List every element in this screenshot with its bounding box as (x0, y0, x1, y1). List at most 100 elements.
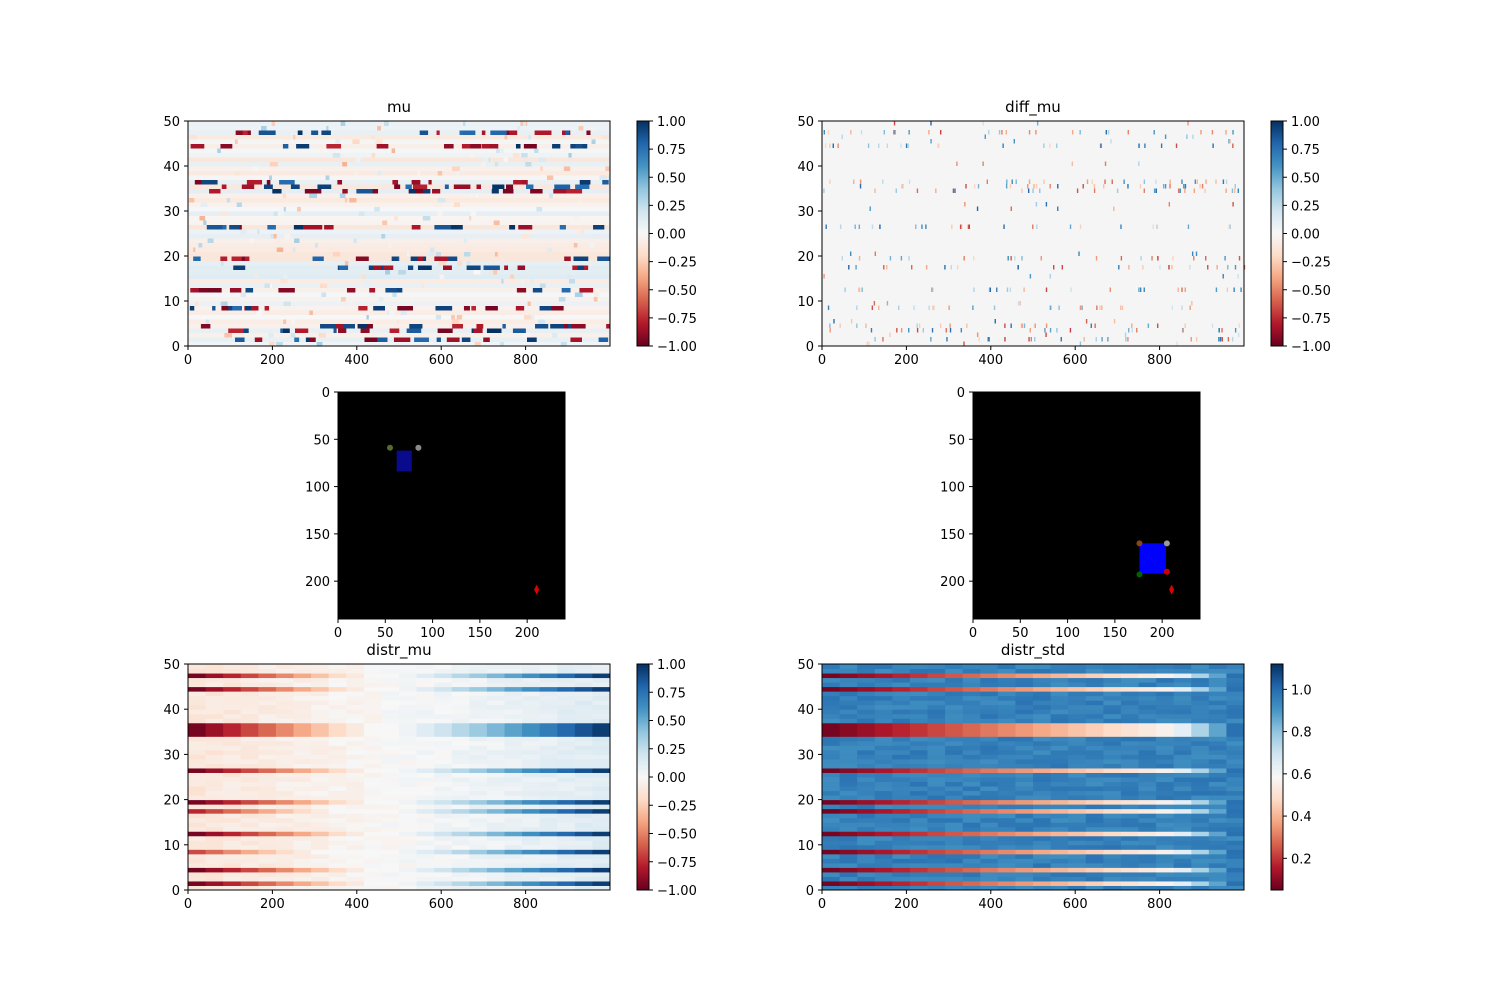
heat-cell (874, 767, 893, 773)
heat-cell (1033, 749, 1052, 755)
heat-cell (434, 695, 453, 701)
heat-cell (234, 337, 245, 342)
y-tick-label: 50 (163, 658, 180, 673)
heat-cell (504, 858, 523, 864)
heat-cell (539, 876, 558, 882)
heat-cell (839, 664, 858, 670)
heat-cell (486, 700, 505, 706)
colorbar-ticks-distr-mu: 1.000.750.500.250.00−0.25−0.50−0.75−1.00 (649, 658, 697, 899)
heat-cell (1050, 777, 1069, 783)
heat-cell (538, 157, 546, 162)
heat-cell (1033, 709, 1052, 715)
heat-cell (381, 740, 400, 746)
heat-cell (839, 758, 858, 764)
heat-cell (205, 826, 224, 832)
heat-cell (1002, 143, 1004, 148)
heat-cell (962, 853, 981, 859)
heat-cell (1017, 265, 1019, 270)
heat-cell (188, 880, 207, 886)
heat-cell (416, 885, 435, 891)
heat-cell (293, 822, 312, 828)
heat-cell (592, 876, 611, 882)
heat-cell (311, 722, 330, 728)
heat-cell (539, 727, 558, 733)
heat-cell (945, 786, 964, 792)
heat-cell (1191, 677, 1210, 683)
heat-cell (223, 668, 242, 674)
heat-cell (574, 763, 593, 769)
heat-cell (293, 781, 312, 787)
heat-cell (962, 695, 981, 701)
heat-cell (486, 858, 505, 864)
heat-cell (857, 745, 876, 751)
heat-cell (188, 686, 207, 692)
heat-cell (343, 206, 351, 212)
heat-cell (1191, 301, 1193, 306)
colorbar-tick-label: −1.00 (657, 340, 697, 355)
heat-cell (1191, 713, 1210, 719)
heat-cell (363, 858, 382, 864)
heat-cell (486, 754, 505, 760)
heat-cell (539, 709, 558, 715)
heat-cell (874, 880, 893, 886)
heat-cell (434, 858, 453, 864)
heat-cell (1050, 713, 1069, 719)
heat-cell (1085, 668, 1104, 674)
heat-cell (882, 179, 884, 184)
heat-cell (962, 664, 981, 670)
heat-cell (363, 876, 382, 882)
heat-cell (539, 700, 558, 706)
heat-cell (927, 740, 946, 746)
heat-cell (892, 718, 911, 724)
heat-cell (1184, 184, 1187, 189)
heat-cell (451, 790, 470, 796)
plot-frame-distr-mu (187, 663, 611, 891)
heat-cell (1226, 695, 1245, 701)
heat-cell (399, 754, 418, 760)
heat-cell (363, 745, 382, 751)
heat-cell (553, 188, 570, 194)
heat-cell (469, 858, 488, 864)
heat-cell (293, 740, 312, 746)
heat-cell (1015, 713, 1034, 719)
heat-cell (469, 786, 488, 792)
heat-cell (293, 673, 312, 679)
heat-cell (363, 862, 382, 868)
heat-cell (1050, 817, 1069, 823)
heat-cell (1138, 840, 1157, 846)
heat-cell (1173, 849, 1192, 855)
heat-cell (503, 157, 508, 162)
heat-cell (463, 305, 470, 311)
heat-cell (1173, 736, 1192, 742)
heat-cell (557, 799, 576, 805)
colorbar-tick-label: 0.75 (1291, 143, 1320, 158)
heat-cell (857, 849, 876, 855)
heat-cell (504, 808, 523, 814)
heat-cell (850, 319, 853, 324)
heat-cell (900, 143, 902, 148)
heat-cell (360, 328, 370, 333)
colorbar-ticks-distr-std: 1.00.80.60.40.2 (1283, 683, 1312, 867)
heat-cell (346, 880, 365, 886)
heat-cell (469, 799, 488, 805)
heat-cell (469, 795, 488, 801)
heat-cell (997, 722, 1016, 728)
heat-cell (381, 862, 400, 868)
heat-cell (311, 885, 330, 891)
heat-cell (1050, 736, 1069, 742)
heat-cell (574, 668, 593, 674)
heat-cell (240, 808, 259, 814)
heat-cell (1138, 880, 1157, 886)
heat-cell (311, 772, 330, 778)
heat-row (188, 188, 610, 194)
heat-cell (188, 758, 207, 764)
heat-cell (469, 722, 488, 728)
heat-cell (245, 287, 254, 293)
heat-cell (945, 817, 964, 823)
heat-cell (856, 305, 858, 310)
heat-cell (1120, 786, 1139, 792)
heat-cell (1015, 813, 1034, 819)
heat-cell (258, 763, 277, 769)
x-tick-label: 150 (1102, 626, 1127, 641)
heat-cell (1120, 849, 1139, 855)
